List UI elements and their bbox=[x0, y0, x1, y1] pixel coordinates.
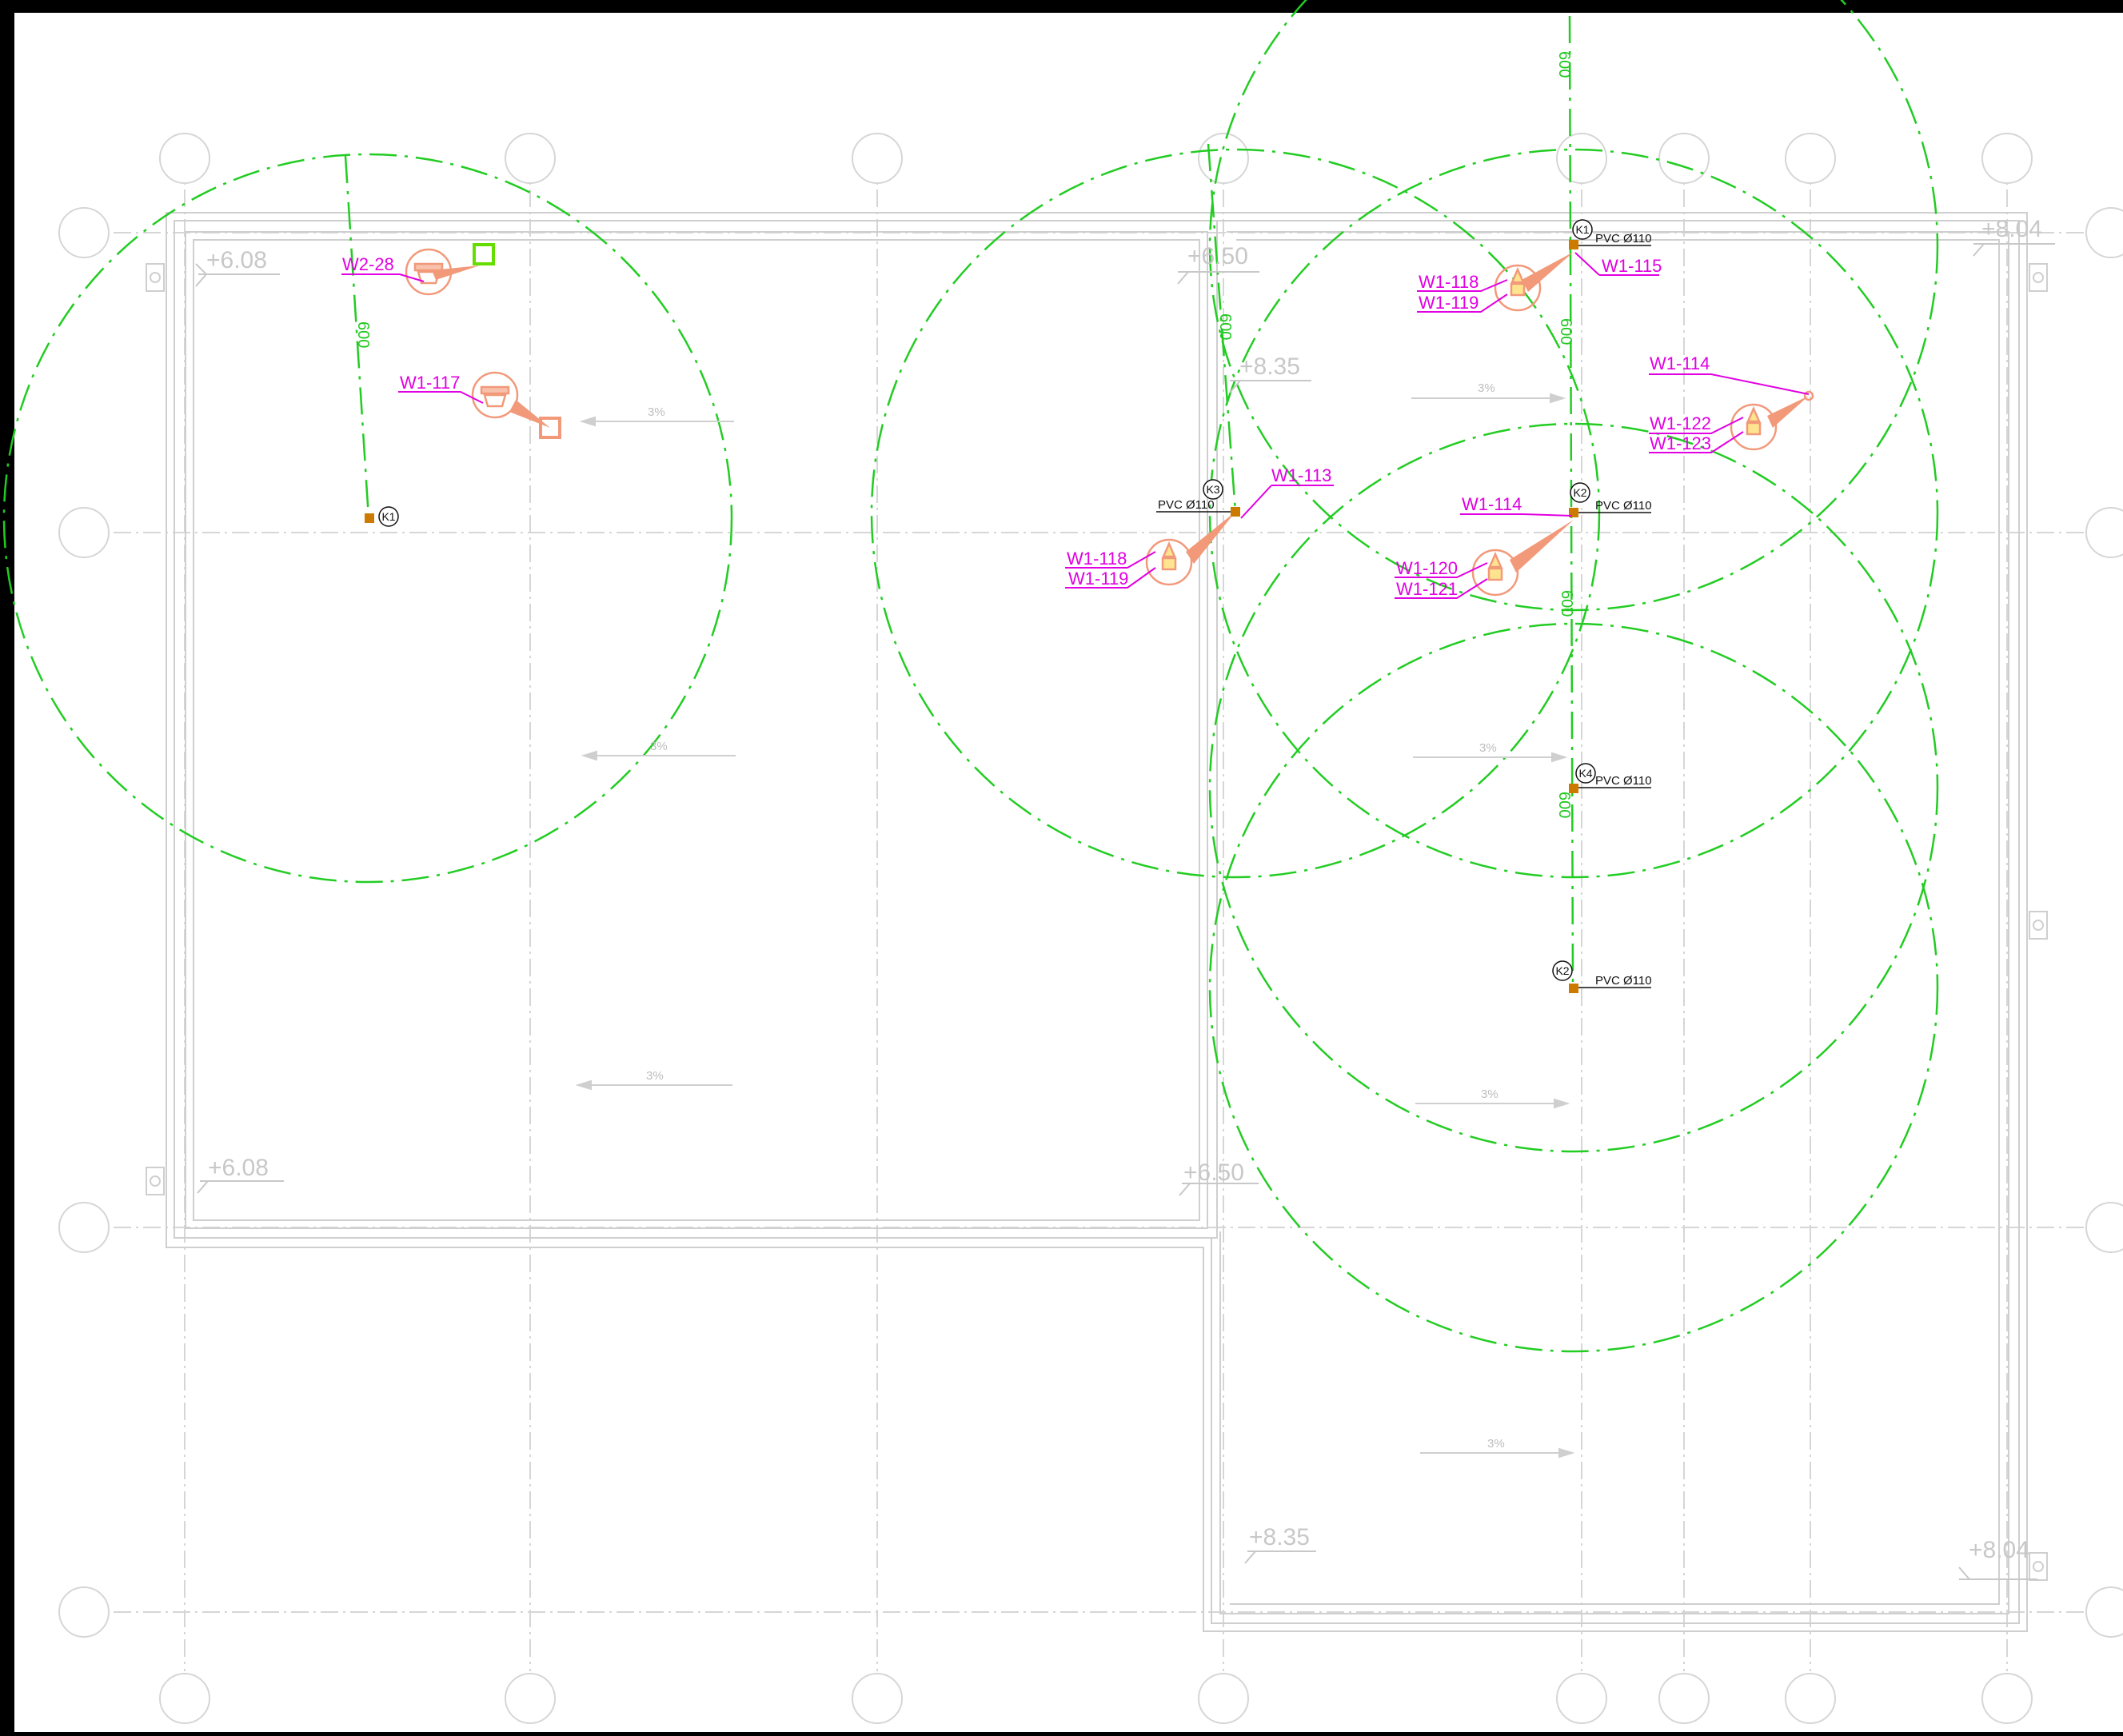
dimension-label: 600 bbox=[1557, 318, 1574, 345]
building-outline bbox=[146, 212, 2048, 1632]
equipment-tag: W2-28 bbox=[342, 254, 394, 274]
pipe-label: PVC Ø110 bbox=[1595, 232, 1652, 245]
outlet-id: K2 bbox=[1555, 964, 1569, 977]
level-label: +6.08 bbox=[206, 247, 267, 273]
pipe-label: PVC Ø110 bbox=[1595, 774, 1652, 788]
equipment-tag: W1-119 bbox=[1419, 293, 1479, 313]
level-labels: +6.08 +6.50 +8.35 +8.04 +6.08 +6.50 +8.3… bbox=[206, 216, 2042, 1563]
equipment-tag: W1-114 bbox=[1650, 353, 1710, 373]
level-label: +6.50 bbox=[1183, 1159, 1244, 1186]
dimension-labels: 600 600 600 600 600 600 bbox=[354, 51, 1575, 818]
vent-cap-fixture bbox=[471, 371, 519, 419]
equipment-tags: W2-28 W1-117 W1-113 W1-118 W1-119 W1-118… bbox=[342, 254, 1711, 599]
slope-label: 3% bbox=[648, 405, 665, 419]
outlet-ids: K1 K3 K1 K2 K4 K2 bbox=[381, 223, 1592, 977]
coverage-circles bbox=[2, 0, 1939, 1353]
outlet-id: K2 bbox=[1573, 486, 1586, 499]
outlet-k1-right bbox=[1569, 240, 1578, 249]
equipment-tag: W1-123 bbox=[1650, 433, 1711, 453]
equipment-tag: W1-120 bbox=[1396, 558, 1458, 578]
slope-label: 3% bbox=[650, 740, 668, 753]
outlet-k2-lower bbox=[1569, 984, 1578, 993]
outlet-k4 bbox=[1569, 784, 1578, 793]
equipment-tag: W1-114 bbox=[1462, 494, 1522, 514]
drain-fixture bbox=[1730, 403, 1778, 451]
dimension-label: 600 bbox=[1216, 313, 1234, 340]
outlet-k1-left bbox=[365, 513, 374, 523]
level-label: +8.35 bbox=[1239, 353, 1300, 380]
outlet-id: K1 bbox=[381, 510, 395, 523]
equipment-tag: W1-121 bbox=[1396, 579, 1458, 599]
coverage-circle bbox=[2, 153, 733, 884]
coverage-circle bbox=[1208, 622, 1939, 1353]
outlets bbox=[365, 219, 1596, 993]
equipment-tag: W1-115 bbox=[1602, 256, 1662, 276]
pipe-callout-lines bbox=[1156, 245, 1651, 988]
slope-label: 3% bbox=[1487, 1437, 1505, 1451]
pipe-label: PVC Ø110 bbox=[1595, 974, 1652, 988]
slope-label: 3% bbox=[1478, 381, 1495, 395]
dimension-label: 600 bbox=[354, 321, 372, 348]
slope-label: 3% bbox=[646, 1069, 664, 1083]
outlet-id: K1 bbox=[1575, 223, 1589, 236]
equipment-tag: W1-117 bbox=[400, 373, 460, 393]
coverage-circle bbox=[1208, 422, 1939, 1153]
dimension-label: 600 bbox=[1555, 792, 1573, 818]
drain-fixture bbox=[1494, 264, 1542, 312]
coverage-circle bbox=[1208, 148, 1939, 879]
level-label: +8.04 bbox=[1969, 1537, 2029, 1563]
slope-labels: 3% 3% 3% 3% 3% 3% 3% bbox=[646, 381, 1505, 1451]
slope-label: 3% bbox=[1479, 741, 1497, 755]
level-label: +8.35 bbox=[1249, 1524, 1310, 1550]
level-label: +6.08 bbox=[208, 1155, 269, 1181]
equipment-tag: W1-118 bbox=[1419, 272, 1479, 292]
level-label: +6.50 bbox=[1187, 243, 1248, 269]
level-label: +8.04 bbox=[1981, 216, 2042, 242]
equipment-tag: W1-122 bbox=[1650, 413, 1711, 433]
annotation-leaders bbox=[341, 252, 1810, 599]
equipment-tag: W1-118 bbox=[1067, 549, 1127, 569]
drain-lines bbox=[344, 15, 1574, 988]
fixture-leaders bbox=[432, 252, 1809, 573]
coverage-circle bbox=[1208, 0, 1939, 612]
slope-arrows bbox=[575, 393, 1575, 1459]
level-markers bbox=[195, 243, 2055, 1580]
outlet-k3 bbox=[1231, 507, 1240, 517]
vent-cap-fixture bbox=[405, 248, 453, 296]
drain-fixture bbox=[1471, 549, 1519, 597]
pipe-label: PVC Ø110 bbox=[1595, 499, 1652, 513]
dimension-label: 600 bbox=[1558, 590, 1575, 617]
roof-fixtures bbox=[405, 243, 1814, 597]
pipe-label: PVC Ø110 bbox=[1158, 498, 1215, 512]
equipment-tag: W1-119 bbox=[1068, 569, 1128, 589]
drain-fixture bbox=[1145, 538, 1193, 586]
dimension-label: 600 bbox=[1555, 51, 1573, 78]
outlet-id: K3 bbox=[1206, 483, 1219, 496]
slope-label: 3% bbox=[1481, 1087, 1498, 1101]
pipe-labels: PVC Ø110 PVC Ø110 PVC Ø110 PVC Ø110 PVC … bbox=[1158, 232, 1652, 988]
equipment-tag: W1-113 bbox=[1271, 465, 1331, 485]
coverage-circle bbox=[870, 148, 1601, 879]
outlet-id: K4 bbox=[1578, 767, 1592, 780]
